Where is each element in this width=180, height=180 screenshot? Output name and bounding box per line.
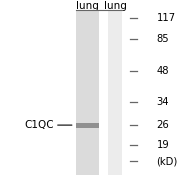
Text: (kD): (kD) <box>157 156 178 166</box>
Text: 34: 34 <box>157 97 169 107</box>
Bar <box>76 123 99 128</box>
Text: 117: 117 <box>157 13 176 23</box>
Text: lung: lung <box>104 1 127 11</box>
Bar <box>108 11 122 175</box>
Text: lung: lung <box>76 1 99 11</box>
Text: C1QC: C1QC <box>24 120 54 130</box>
Text: 85: 85 <box>157 34 169 44</box>
Text: 26: 26 <box>157 120 169 130</box>
Text: 48: 48 <box>157 66 169 76</box>
Text: 19: 19 <box>157 140 169 150</box>
Bar <box>76 11 99 175</box>
